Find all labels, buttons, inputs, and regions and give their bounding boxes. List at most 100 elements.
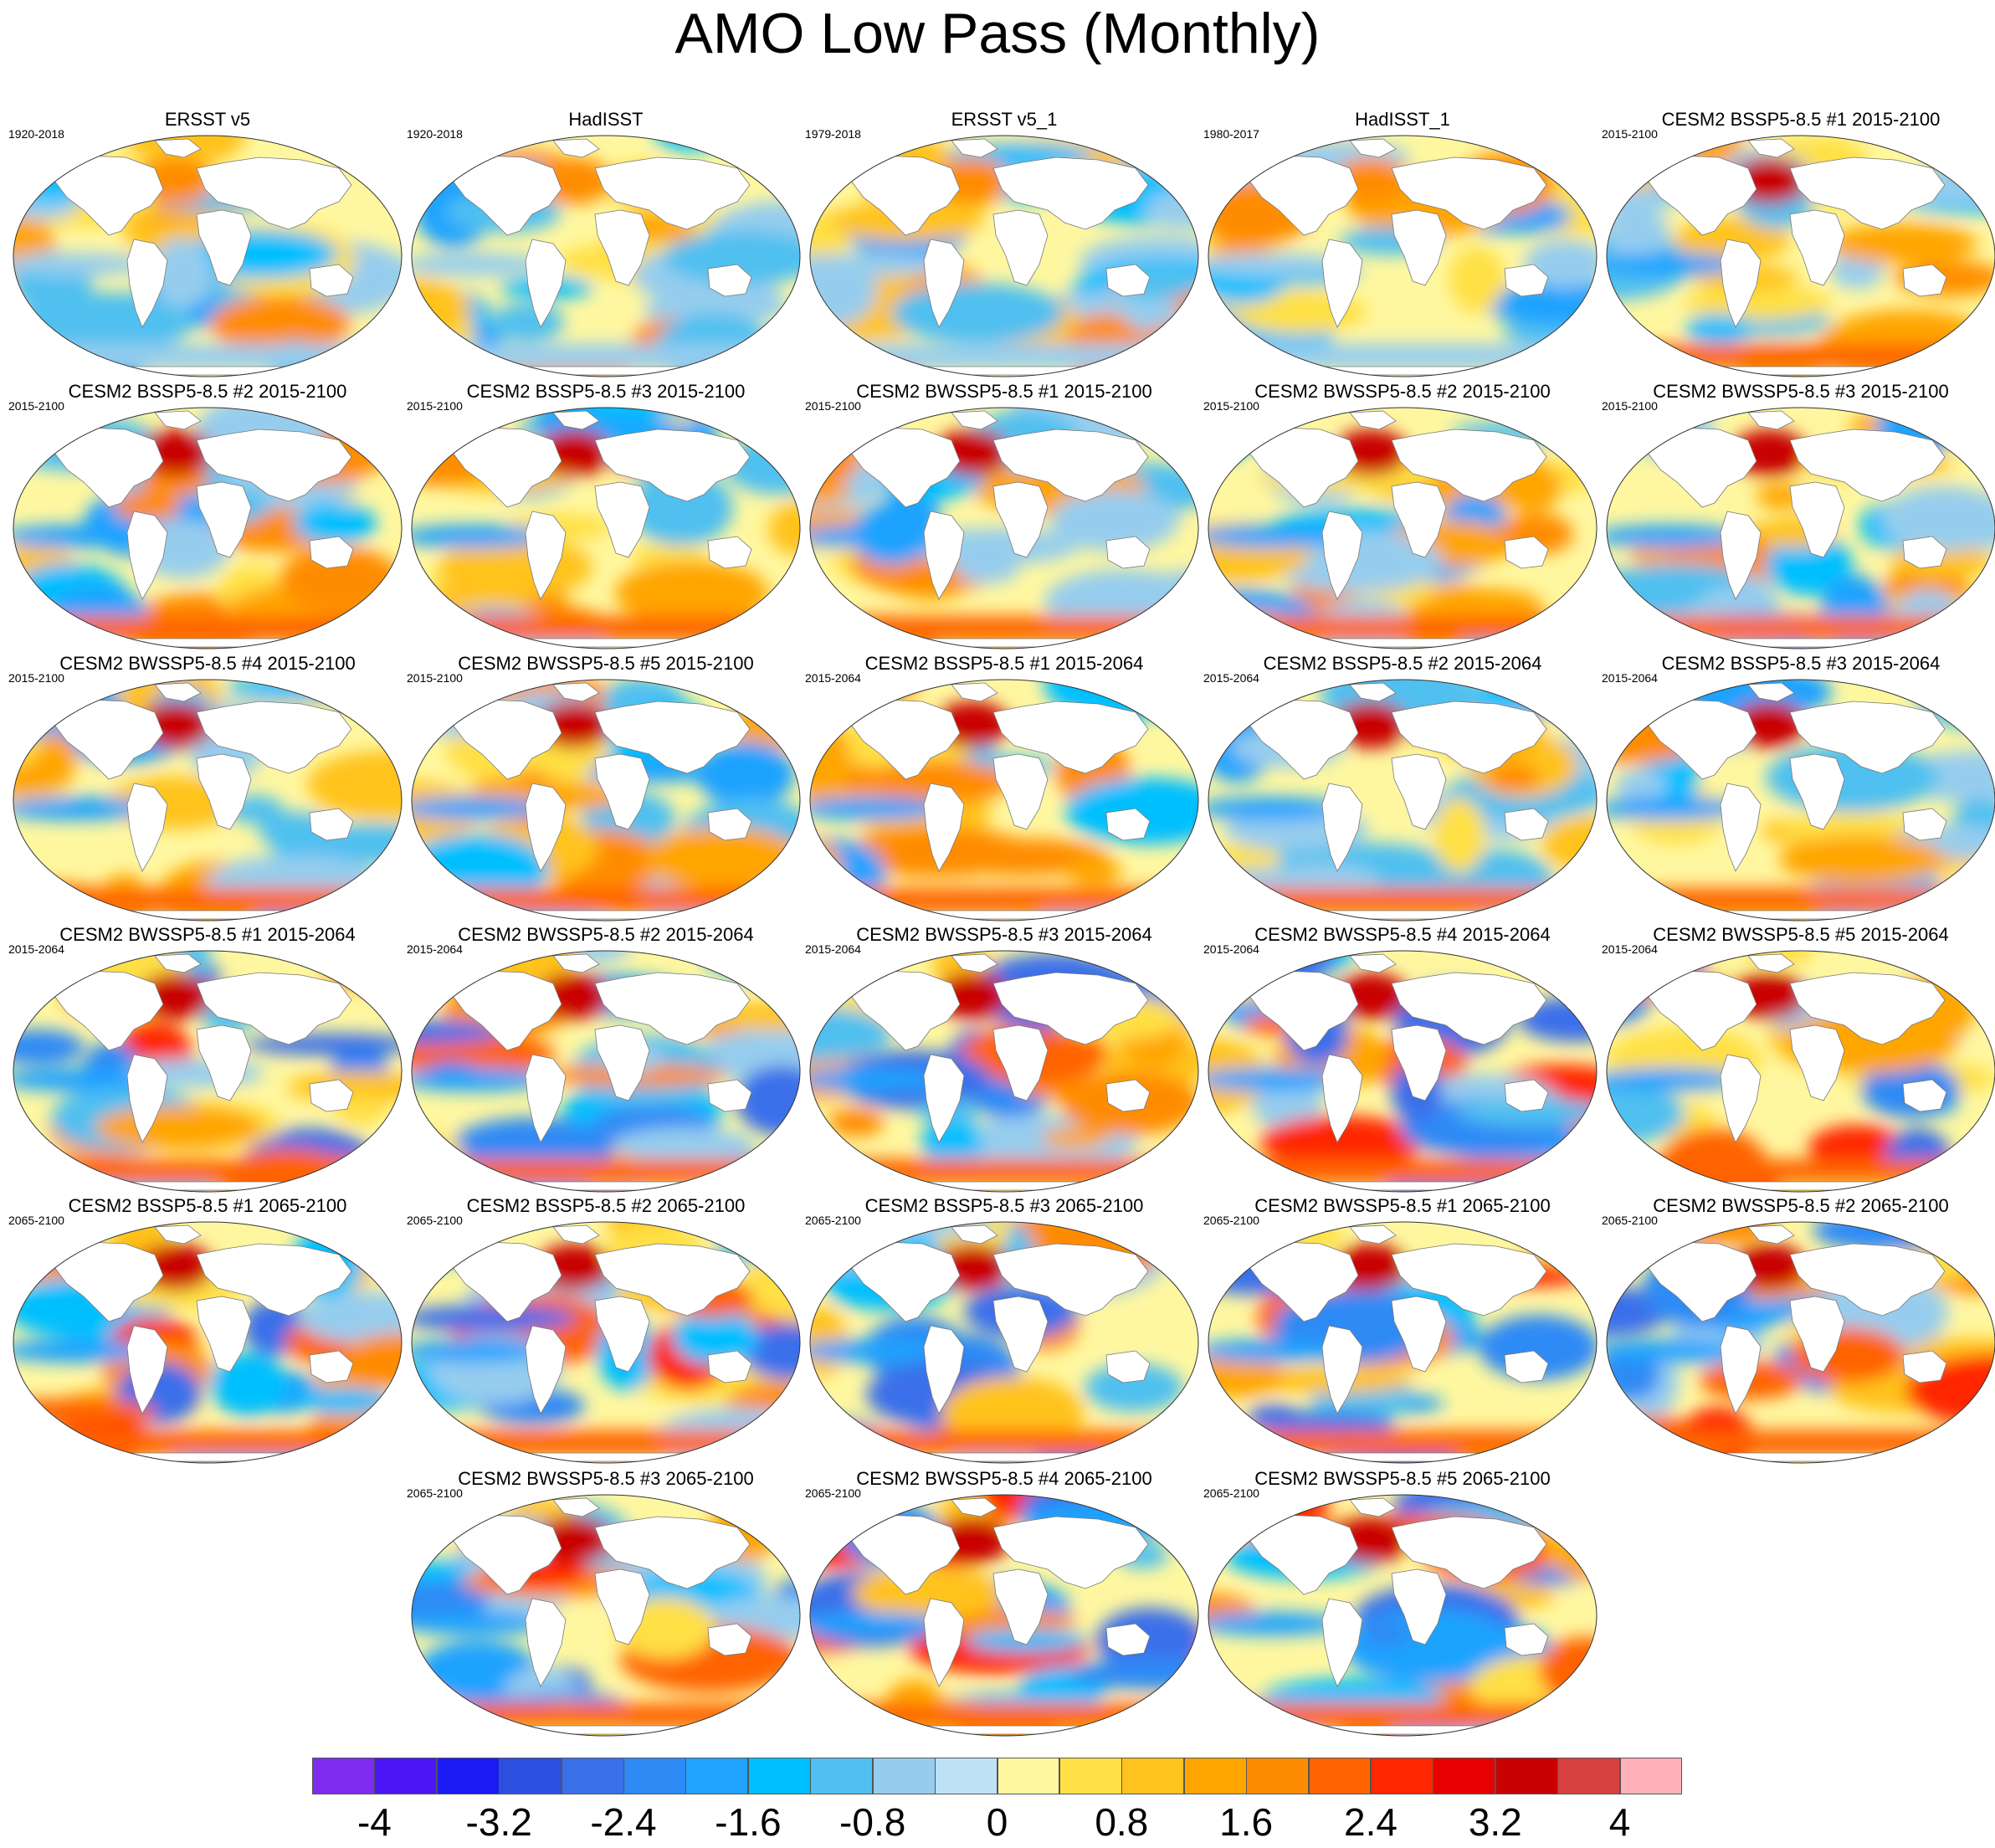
colorbar-swatch (1121, 1758, 1185, 1794)
map-outline (411, 950, 801, 1193)
map-outline (809, 1221, 1199, 1464)
land-mask (1710, 366, 1879, 376)
tropical-pacific-band (412, 797, 549, 820)
world-map (1606, 679, 1995, 921)
anomaly-blob (1041, 1128, 1108, 1148)
map-panel: CESM2 BSSP5-8.5 #2 2015-2064 2015-2064 (1203, 653, 1602, 926)
colorbar-swatch (685, 1758, 749, 1794)
map-outline (809, 679, 1199, 921)
southern-ocean-band (1208, 616, 1597, 641)
land-mask (552, 953, 600, 973)
southern-ocean-band (13, 344, 402, 369)
land-mask (1789, 209, 1845, 286)
panel-period: 2015-2100 (407, 671, 463, 685)
southern-ocean-band (810, 616, 1198, 641)
world-map (809, 1221, 1199, 1464)
map-outline (1208, 1494, 1598, 1737)
world-map (411, 1494, 801, 1737)
panel-title: ERSST v5_1 (951, 109, 1058, 130)
panel-period: 2015-2100 (1203, 399, 1259, 413)
panel-title: CESM2 BWSSP5-8.5 #1 2015-2064 (59, 924, 356, 945)
panel-title: ERSST v5 (164, 109, 251, 130)
land-mask (525, 239, 567, 328)
southern-ocean-band (412, 888, 800, 913)
anomaly-blob (492, 303, 564, 341)
land-mask (1311, 638, 1480, 648)
world-map (1606, 950, 1995, 1193)
land-mask (1105, 264, 1151, 297)
land-mask (196, 1024, 252, 1101)
map-panel: CESM2 BWSSP5-8.5 #2 2015-2064 2015-2064 (407, 924, 805, 1197)
colorbar-swatch (1557, 1758, 1621, 1794)
land-mask (951, 953, 998, 973)
anomaly-blob (297, 1388, 392, 1414)
land-mask (850, 155, 961, 236)
land-mask (1647, 699, 1757, 780)
anomaly-blob (696, 742, 795, 807)
land-mask (594, 1516, 751, 1589)
land-mask (594, 481, 650, 558)
world-map (1606, 1221, 1995, 1464)
land-mask (126, 1054, 168, 1143)
panel-period: 2065-2100 (805, 1214, 861, 1227)
land-mask (707, 1623, 752, 1656)
land-mask (452, 699, 562, 780)
panel-period: 2015-2100 (1602, 399, 1658, 413)
land-mask (951, 682, 998, 702)
tropical-pacific-band (13, 797, 151, 820)
map-outline (411, 1494, 801, 1737)
anomaly-blob (1359, 1620, 1413, 1646)
land-mask (525, 1598, 567, 1687)
map-outline (1208, 407, 1598, 649)
land-mask (515, 366, 684, 376)
land-mask (923, 1325, 965, 1414)
southern-ocean-band (1607, 344, 1995, 369)
land-mask (1105, 1079, 1151, 1112)
land-mask (154, 682, 202, 702)
land-mask (1504, 808, 1549, 841)
land-mask (452, 427, 562, 508)
panel-title: CESM2 BWSSP5-8.5 #3 2015-2100 (1653, 381, 1949, 402)
world-map (1208, 407, 1598, 649)
world-map (13, 1221, 403, 1464)
land-mask (452, 155, 562, 236)
map-panel: CESM2 BWSSP5-8.5 #1 2015-2100 2015-2100 (805, 381, 1203, 654)
land-mask (1747, 138, 1795, 158)
land-mask (594, 1024, 650, 1101)
southern-ocean-band (412, 1159, 800, 1184)
panel-title: CESM2 BWSSP5-8.5 #1 2015-2100 (856, 381, 1152, 402)
southern-ocean-band (810, 888, 1198, 913)
panel-title: CESM2 BWSSP5-8.5 #5 2015-2100 (458, 653, 754, 674)
panel-period: 2065-2100 (407, 1214, 463, 1227)
land-mask (850, 1241, 961, 1322)
land-mask (126, 783, 168, 872)
land-mask (552, 1497, 600, 1517)
land-mask (707, 1350, 752, 1383)
land-mask (1710, 1181, 1879, 1191)
land-mask (1747, 1224, 1795, 1245)
anomaly-blob (1066, 857, 1121, 886)
panel-title: CESM2 BWSSP5-8.5 #5 2015-2064 (1653, 924, 1949, 945)
map-panel: CESM2 BSSP5-8.5 #1 2015-2100 2015-2100 (1602, 109, 1995, 382)
tropical-pacific-band (810, 797, 947, 820)
panel-period: 1980-2017 (1203, 127, 1259, 141)
land-mask (309, 1350, 354, 1383)
land-mask (923, 511, 965, 600)
land-mask (1902, 1079, 1947, 1112)
map-outline (13, 950, 403, 1193)
anomaly-blob (1457, 1098, 1597, 1127)
land-mask (515, 1725, 684, 1735)
land-mask (1391, 1296, 1447, 1373)
map-outline (1208, 1221, 1598, 1464)
land-mask (1391, 753, 1447, 830)
anomaly-blob (706, 1018, 800, 1088)
land-mask (126, 1325, 168, 1414)
panel-title: HadISST (568, 109, 644, 130)
colorbar-tick-label: 4 (1608, 1800, 1631, 1844)
colorbar-swatch (1619, 1758, 1683, 1794)
land-mask (1647, 155, 1757, 236)
world-map (1208, 679, 1598, 921)
land-mask (196, 701, 352, 774)
anomaly-blob (1208, 1424, 1251, 1452)
map-outline (411, 407, 801, 649)
